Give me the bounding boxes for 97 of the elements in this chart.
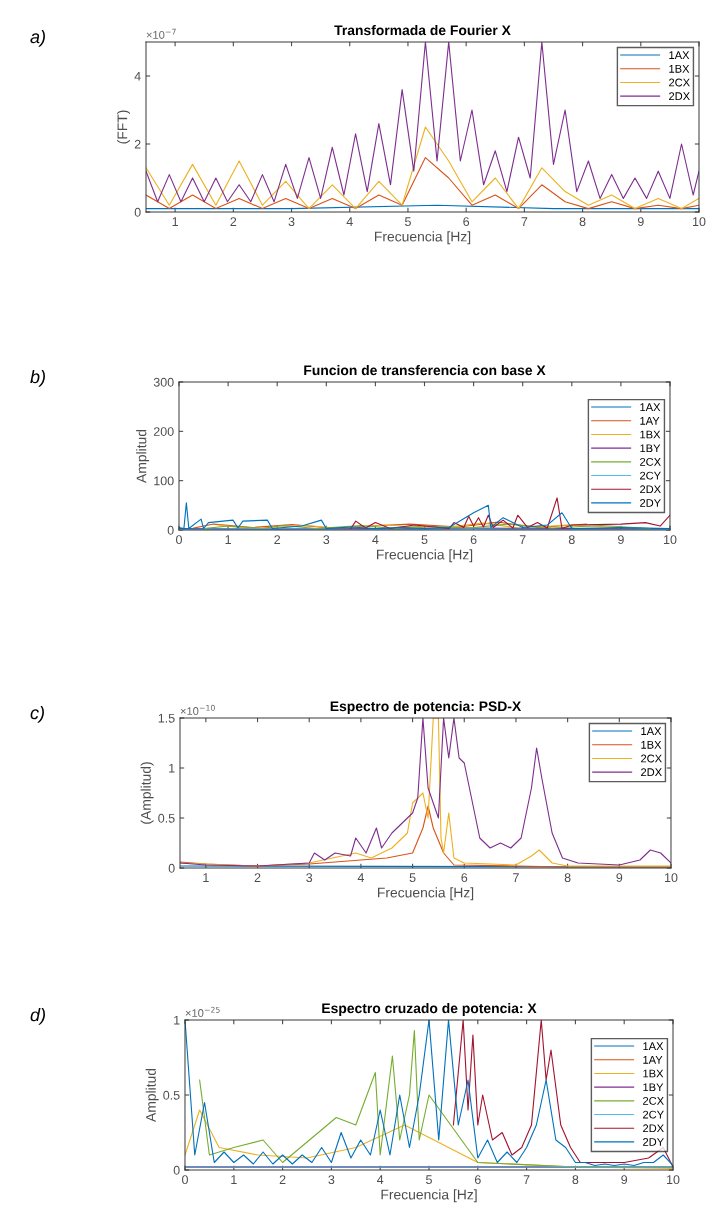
x-tick-label: 6 (463, 217, 470, 227)
chart-title: Espectro cruzado de potencia: X (322, 1002, 537, 1016)
chart-title: Transformada de Fourier X (334, 24, 511, 36)
x-tick-label: 3 (288, 217, 295, 227)
y-axis-title: (FFT) (117, 110, 131, 144)
x-tick-label: 6 (474, 1175, 481, 1185)
x-tick-label: 9 (637, 217, 644, 227)
legend-label: 1AY (643, 1056, 663, 1064)
legend-label: 2DX (641, 768, 662, 777)
text: b) (30, 370, 45, 387)
x-tick-label: 6 (470, 535, 477, 545)
x-axis-title: Frecuencia [Hz] (381, 1189, 477, 1203)
chart-title: Funcion de transferencia con base X (304, 364, 546, 376)
text: d) (30, 1008, 45, 1025)
legend-label: 1BY (640, 444, 661, 453)
legend-label: 2CX (640, 457, 661, 466)
text: ×10$^{−7}$ (146, 28, 176, 39)
x-tick-label: 4 (346, 217, 353, 226)
legend-label: 1BY (643, 1083, 664, 1092)
legend-label: 1BX (669, 64, 690, 73)
x-tick-label: 9 (621, 1175, 628, 1185)
x-tick-label: 7 (521, 217, 528, 226)
y-tick-label: 0 (168, 863, 175, 873)
y-tick-label: 0 (134, 207, 141, 217)
text: c) (30, 706, 44, 723)
x-tick-label: 8 (579, 217, 586, 227)
x-tick-label: 3 (323, 535, 330, 545)
x-tick-label: 5 (421, 535, 428, 545)
y-axis-title: Amplitud (136, 429, 150, 483)
y-tick-label: 1 (174, 1015, 180, 1025)
x-tick-label: 2 (274, 535, 281, 544)
y-axis-title: (Amplitud) (140, 762, 154, 824)
x-tick-label: 10 (667, 1175, 680, 1185)
y-tick-label: 0 (173, 1165, 180, 1175)
text: a) (30, 30, 45, 47)
legend-label: 2DY (640, 499, 661, 507)
y-tick-label: 2 (134, 139, 141, 149)
text: ×10$^{−10}$ (180, 704, 215, 715)
y-axis-title: Amplitud (145, 1068, 159, 1122)
y-tick-label: 0.5 (158, 813, 175, 823)
legend-label: 1BX (643, 1069, 664, 1078)
x-tick-label: 8 (572, 1175, 579, 1185)
x-tick-label: 10 (664, 535, 677, 545)
legend-label: 2CY (643, 1110, 664, 1119)
legend-label: 2DX (669, 92, 690, 101)
x-tick-label: 1 (203, 873, 209, 882)
legend-label: 2CX (641, 754, 662, 763)
x-tick-label: 7 (519, 535, 526, 544)
legend-label: 2CX (669, 78, 690, 87)
legend-label: 2DX (640, 485, 661, 494)
text: ×10$^{−25}$ (185, 1006, 220, 1017)
x-tick-label: 5 (426, 1175, 432, 1185)
x-tick-label: 4 (372, 535, 379, 544)
legend-label: 1BX (640, 430, 661, 439)
legend-label: 1BX (641, 740, 662, 749)
x-tick-label: 2 (230, 217, 237, 226)
x-tick-label: 3 (328, 1175, 335, 1185)
y-tick-label: 1 (169, 763, 175, 773)
y-tick-label: 200 (153, 427, 174, 436)
x-tick-label: 7 (513, 873, 519, 882)
x-tick-label: 4 (357, 873, 365, 882)
x-tick-label: 5 (409, 873, 416, 883)
x-tick-label: 2 (279, 1175, 286, 1184)
x-tick-label: 9 (616, 873, 623, 883)
x-tick-label: 8 (564, 873, 571, 883)
x-tick-label: 1 (231, 1175, 237, 1184)
y-tick-label: 300 (153, 377, 174, 387)
legend-label: 1AX (669, 51, 690, 59)
x-tick-label: 2 (254, 873, 261, 882)
chart-title: Espectro de potencia: PSD-X (330, 700, 522, 714)
legend-label: 2DY (643, 1138, 664, 1146)
x-tick-label: 5 (404, 217, 411, 227)
x-tick-label: 10 (693, 217, 706, 227)
x-axis-title: Frecuencia [Hz] (377, 549, 473, 563)
y-tick-label: 100 (154, 476, 174, 486)
x-tick-label: 4 (377, 1175, 384, 1184)
legend-label: 2CY (640, 471, 661, 480)
y-tick-label: 0.5 (163, 1090, 180, 1100)
y-tick-label: 1.5 (158, 713, 175, 723)
x-tick-label: 7 (523, 1175, 530, 1184)
x-tick-label: 8 (568, 535, 575, 545)
y-tick-label: 0 (167, 525, 174, 535)
y-tick-label: 4 (134, 71, 141, 81)
x-axis-title: Frecuencia [Hz] (378, 887, 474, 901)
legend-label: 1AY (640, 417, 660, 425)
legend-label: 1AX (643, 1042, 664, 1050)
x-tick-label: 10 (665, 873, 678, 883)
x-tick-label: 6 (461, 873, 468, 883)
legend-label: 2DX (643, 1124, 664, 1133)
legend-label: 1AX (640, 403, 661, 411)
x-tick-label: 3 (306, 873, 313, 883)
legend-label: 1AX (641, 727, 662, 735)
x-axis-title: Frecuencia [Hz] (375, 231, 471, 245)
x-tick-label: 1 (225, 535, 231, 544)
x-tick-label: 9 (618, 535, 624, 545)
x-tick-label: 0 (182, 1175, 188, 1185)
legend-label: 2CX (643, 1096, 664, 1105)
